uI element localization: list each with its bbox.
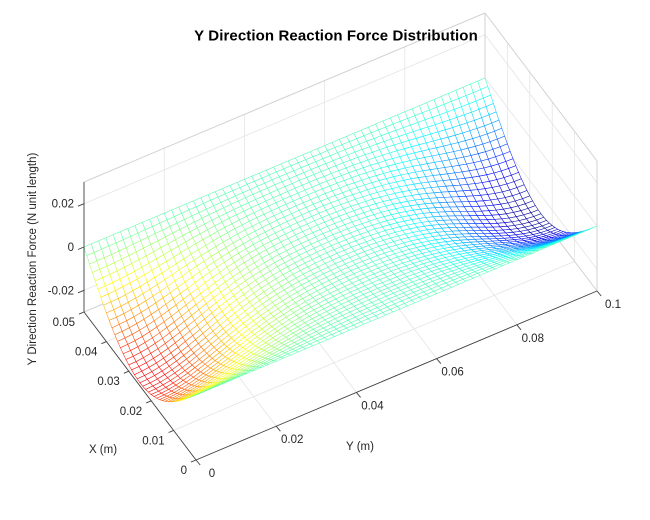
x-tick-label: 0.05 <box>53 317 75 329</box>
x-tick-label: 0.02 <box>120 406 142 418</box>
x-tick-label: 0.01 <box>142 435 164 447</box>
y-tick-label: 0.08 <box>522 333 544 345</box>
z-tick-label: 0 <box>68 242 74 254</box>
y-tick-label: 0.06 <box>441 367 463 379</box>
y-tick-label: 0.02 <box>281 434 303 446</box>
z-axis-label: Y Direction Reaction Force (N unit lengt… <box>27 152 39 366</box>
mesh-surface <box>83 77 598 403</box>
y-axis-label: Y (m) <box>346 441 374 453</box>
x-tick-label: 0.03 <box>97 376 119 388</box>
x-axis-label: X (m) <box>88 444 118 456</box>
y-tick-label: 0 <box>209 468 215 480</box>
z-tick-label: 0.02 <box>52 199 74 211</box>
axis-lines: 0 0.01 0.02 0.03 0.04 0.05 0 0.02 0.04 0.06 0.08 0.… <box>48 182 621 480</box>
x-tick-label: 0 <box>181 465 187 477</box>
y-tick-label: 0.04 <box>361 400 384 412</box>
x-tick-label: 0.04 <box>75 347 98 359</box>
chart-title: Y Direction Reaction Force Distribution <box>194 27 478 45</box>
y-tick-label: 0.1 <box>605 299 621 311</box>
z-tick-label: -0.02 <box>48 285 74 297</box>
